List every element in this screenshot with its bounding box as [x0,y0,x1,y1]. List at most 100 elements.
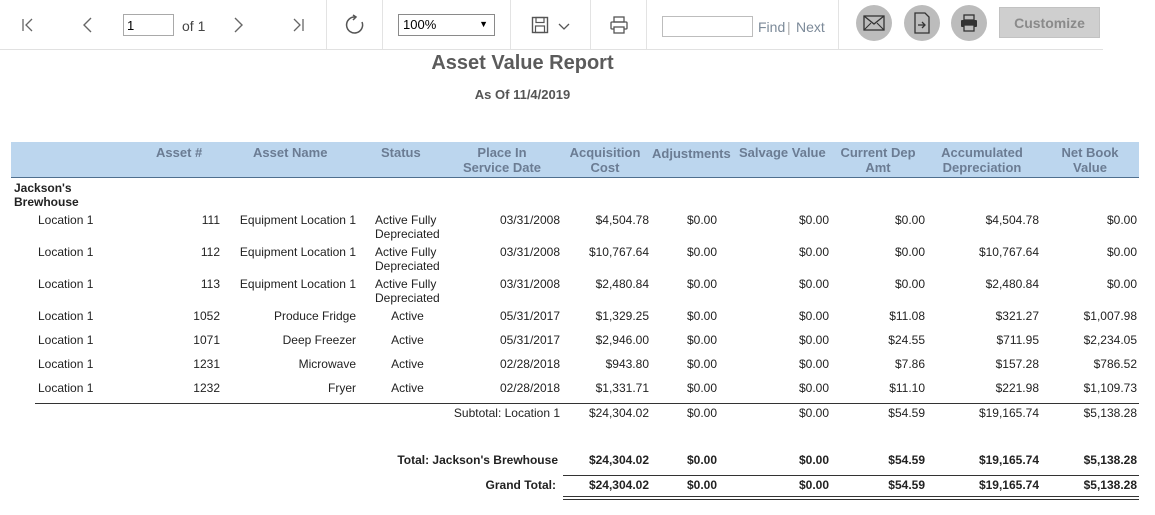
subtotal-salvage: $0.00 [798,406,829,420]
row-location: Location 1 [38,245,94,259]
toolbar-divider [510,0,511,49]
customize-button[interactable]: Customize [999,7,1100,38]
row-status-line1: Active Fully [375,277,437,291]
row-date: 03/31/2008 [499,213,560,227]
col-place-line2: Service Date [462,160,542,175]
row-accum: $10,767.64 [978,245,1039,259]
row-curdep: $0.00 [894,245,925,259]
subtotal-acq: $24,304.02 [588,406,649,420]
find-link[interactable]: Find [758,19,786,35]
grand-total-double-rule-1 [563,496,1139,497]
group-name: Jackson's Brewhouse [14,181,79,209]
row-status: Active Fully Depreciated [375,277,440,305]
col-accumulated-dep: Accumulated Depreciation [930,145,1034,175]
chevron-down-icon[interactable] [555,18,573,36]
grand-total-double-rule-2 [563,499,1139,500]
row-nbv: $0.00 [1106,245,1137,259]
col-acquisition-cost: Acquisition Cost [562,145,648,175]
subtotal-nbv: $5,138.28 [1083,406,1137,420]
col-status: Status [381,145,421,160]
last-page-icon[interactable] [284,13,312,37]
row-location: Location 1 [38,277,94,291]
col-acq-line1: Acquisition [569,145,641,160]
row-curdep: $7.86 [894,357,925,371]
grand-total-salvage: $0.00 [798,478,829,492]
row-status-line1: Active [391,309,424,323]
row-accum: $2,480.84 [985,277,1039,291]
grand-total-top-rule [563,475,1139,476]
report-toolbar: of 1 100% ▼ Find | Next Customize [0,0,1103,50]
row-accum: $711.95 [996,333,1040,347]
toolbar-divider [590,0,591,49]
row-adj: $0.00 [686,381,717,395]
grand-total-label: Grand Total: [485,478,556,492]
find-input[interactable] [662,16,753,37]
row-curdep: $11.10 [889,381,925,395]
row-acq: $4,504.78 [595,213,649,227]
row-acq: $1,329.25 [595,309,649,323]
row-nbv: $0.00 [1106,277,1137,291]
page-number-input[interactable] [123,14,174,36]
row-accum: $321.27 [995,309,1039,323]
row-salvage: $0.00 [798,333,829,347]
subtotal-label: Subtotal: Location 1 [453,406,560,420]
row-asset-no: 111 [201,213,220,227]
row-adj: $0.00 [686,333,717,347]
row-asset-no: 1232 [193,381,220,395]
row-salvage: $0.00 [798,309,829,323]
next-page-icon[interactable] [224,13,252,37]
row-date: 02/28/2018 [499,381,560,395]
col-nbv-line2: Value [1073,160,1107,175]
row-date: 05/31/2017 [499,333,560,347]
row-status: Active [375,333,440,347]
row-status-line1: Active [391,333,424,347]
row-asset-no: 112 [200,245,220,259]
row-acq: $2,946.00 [595,333,649,347]
grand-total-nbv: $5,138.28 [1083,478,1137,492]
row-salvage: $0.00 [798,213,829,227]
row-asset-no: 1231 [193,357,220,371]
subtotal-curdep: $54.59 [888,406,925,420]
zoom-select[interactable]: 100% ▼ [398,14,495,36]
page-count-label: of 1 [182,18,206,34]
row-adj: $0.00 [686,357,717,371]
col-place-in-service: Place In Service Date [452,145,552,175]
col-adjustments: Adjustments [652,146,731,161]
refresh-icon[interactable] [340,12,370,38]
print-circle-icon[interactable] [951,5,987,41]
col-asset-no: Asset # [156,145,203,160]
col-curdep-line1: Current Dep [840,145,916,160]
row-location: Location 1 [38,333,94,347]
subtotal-accum: $19,165.74 [978,406,1039,420]
row-asset-name: Equipment Location 1 [239,245,356,259]
total-salvage: $0.00 [798,453,829,467]
row-status-line2: Depreciated [375,259,440,273]
row-adj: $0.00 [686,277,717,291]
dropdown-arrow-icon: ▼ [479,19,488,29]
row-accum: $157.28 [995,357,1039,371]
row-date: 03/31/2008 [499,277,560,291]
row-asset-no: 113 [200,277,220,291]
row-acq: $10,767.64 [588,245,649,259]
row-status-line1: Active [391,381,424,395]
row-curdep: $11.08 [889,309,925,323]
total-curdep: $54.59 [888,453,925,467]
save-icon[interactable] [528,12,552,38]
row-salvage: $0.00 [798,381,829,395]
export-icon[interactable] [904,5,940,41]
row-asset-name: Produce Fridge [273,309,356,323]
col-place-line1: Place In [477,145,527,160]
row-status-line1: Active [391,357,424,371]
prev-page-icon[interactable] [74,13,102,37]
email-icon[interactable] [856,5,892,41]
row-curdep: $0.00 [894,213,925,227]
row-asset-name: Equipment Location 1 [239,277,356,291]
row-acq: $1,331.71 [595,381,649,395]
row-asset-name: Fryer [328,381,356,395]
find-next-link[interactable]: Next [796,19,825,35]
first-page-icon[interactable] [14,13,42,37]
row-asset-no: 1071 [193,333,220,347]
print-icon[interactable] [606,12,632,38]
row-adj: $0.00 [686,309,717,323]
row-status-line2: Depreciated [375,227,440,241]
